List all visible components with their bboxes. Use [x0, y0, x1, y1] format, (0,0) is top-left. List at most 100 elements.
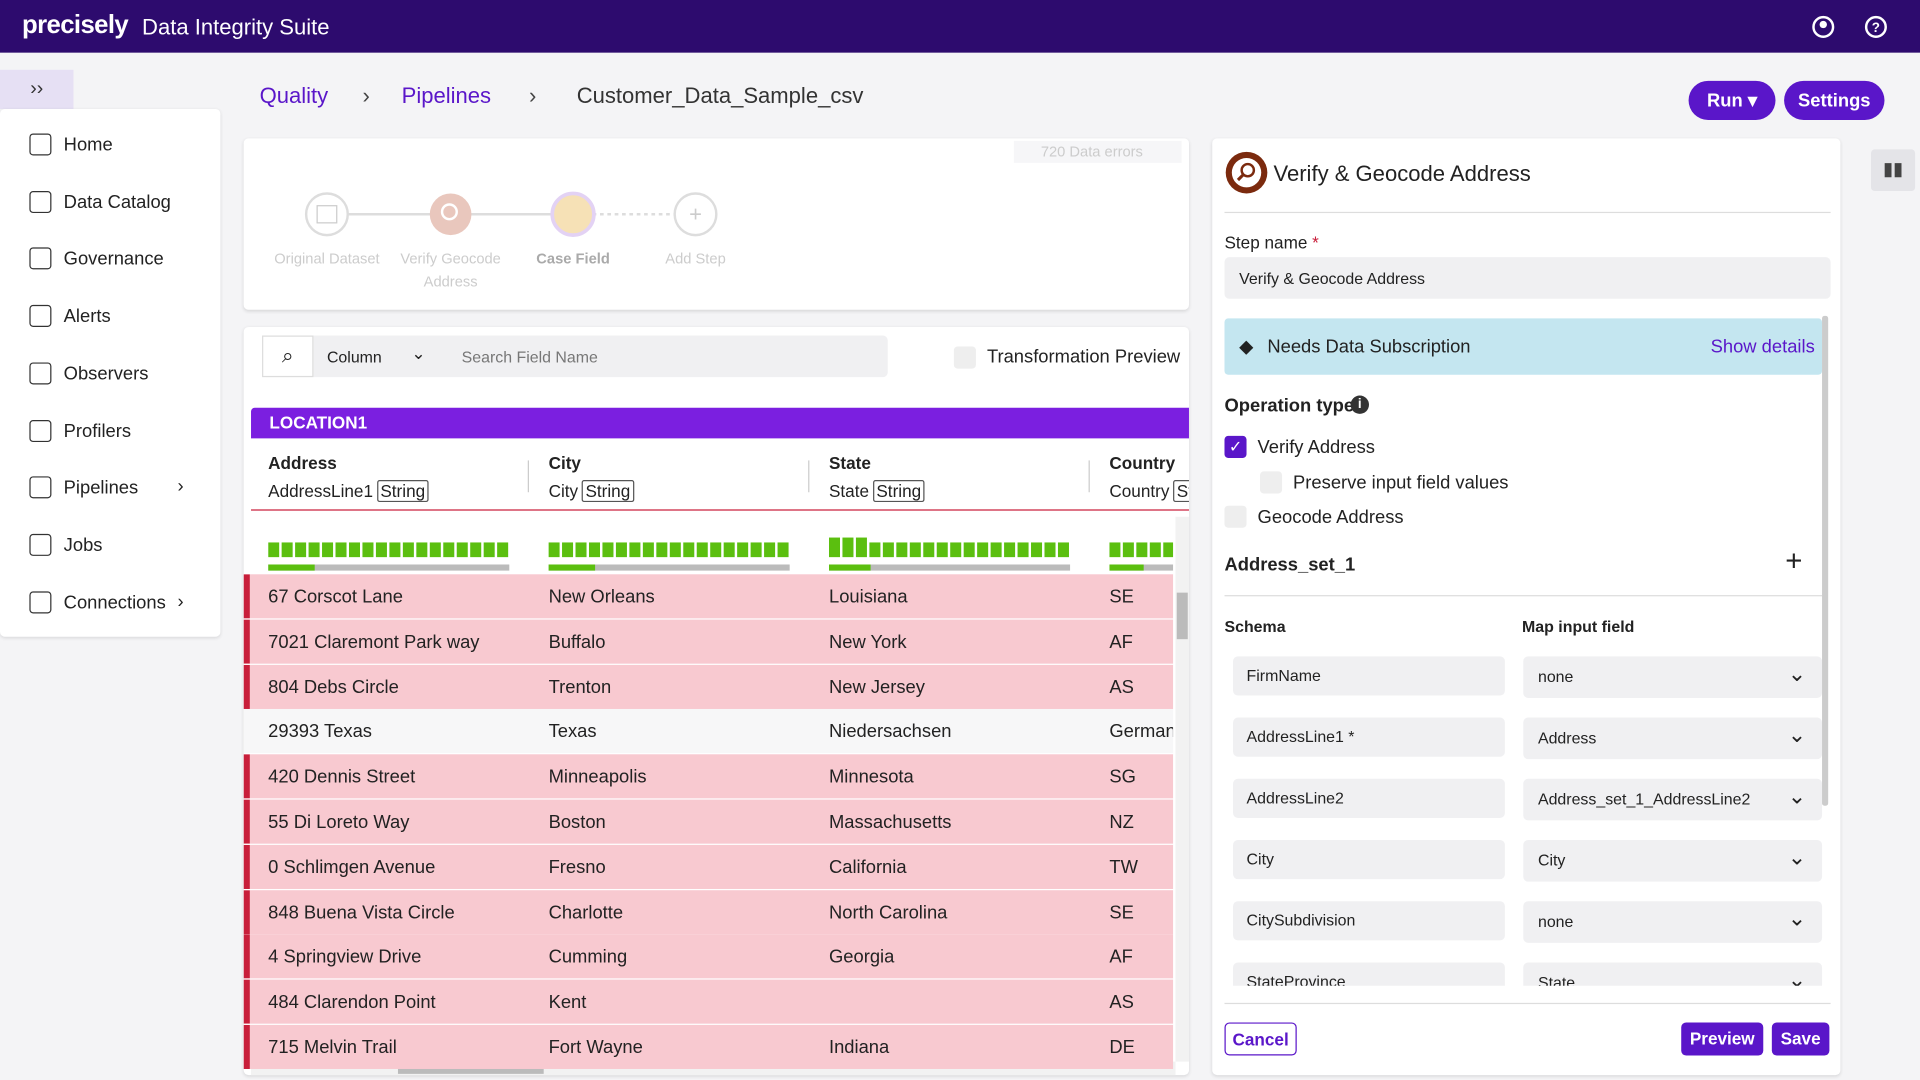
nav-item[interactable]: Data Catalog [29, 191, 171, 214]
step-label[interactable]: Case Field [536, 249, 610, 267]
checkbox[interactable] [1224, 505, 1247, 528]
map-select[interactable]: none [1523, 656, 1823, 698]
nav-item[interactable]: Jobs [29, 533, 102, 556]
checkbox[interactable]: ✓ [1224, 435, 1247, 458]
svg-text:?: ? [1872, 20, 1880, 35]
divider [1224, 1002, 1831, 1005]
quality-segment [295, 542, 307, 558]
table-row[interactable]: 29393 Texas Texas Niedersachsen German [243, 709, 1174, 754]
breadcrumb-item[interactable]: Pipelines [401, 83, 492, 108]
save-button[interactable]: Save [1771, 1022, 1830, 1056]
table-row[interactable]: 715 Melvin Trail Fort Wayne Indiana DE [243, 1024, 1174, 1069]
column-header[interactable]: CountryCountryString [1109, 453, 1189, 507]
quality-segment [1109, 542, 1121, 558]
map-select[interactable]: City [1523, 840, 1823, 882]
table-row[interactable]: 67 Corscot Lane New Orleans Louisiana SE [243, 574, 1174, 619]
step-label[interactable]: Add Step [665, 249, 726, 267]
map-select[interactable]: State [1523, 962, 1823, 986]
checkbox[interactable] [1260, 471, 1283, 494]
run-button[interactable]: Run ▾ [1688, 80, 1776, 121]
step-label[interactable]: Original Dataset [274, 249, 380, 267]
map-select[interactable]: Address [1523, 717, 1823, 760]
step-icon [1225, 151, 1268, 194]
map-select[interactable]: Address_set_1_AddressLine2 [1523, 778, 1823, 821]
table-row[interactable]: 7021 Claremont Park way Buffalo New York AF [243, 619, 1174, 664]
search-placeholder: Search Field Name [461, 347, 598, 367]
column-header[interactable]: Address AddressLine1 String [268, 453, 513, 507]
sidebar-toggle[interactable]: ›› [0, 69, 74, 109]
quality-segment [308, 542, 320, 558]
step-label[interactable]: Verify Geocode Address [400, 249, 501, 291]
map-select[interactable]: none [1523, 901, 1823, 943]
nav-item[interactable]: Home [29, 133, 113, 156]
quality-fill [548, 564, 596, 571]
quality-segment [575, 542, 587, 558]
panel-scrollbar[interactable] [1822, 315, 1829, 806]
quality-segment [1122, 542, 1134, 558]
nav-icon [29, 362, 52, 385]
nav-item[interactable]: Observers [29, 362, 149, 385]
header-icons[interactable]: ? [1811, 15, 1889, 39]
nav-item[interactable]: Connections [29, 591, 166, 614]
quality-segment [842, 537, 854, 558]
field-name: Country [1109, 481, 1170, 501]
table-row[interactable]: 484 Clarendon Point Kent AS [243, 979, 1174, 1024]
preview-button[interactable]: Preview [1681, 1022, 1764, 1056]
show-details-link[interactable]: Show details [1710, 336, 1815, 358]
table-row[interactable]: 0 Schlimgen Avenue Fresno California TW [243, 844, 1174, 889]
preview-checkbox[interactable] [953, 346, 976, 369]
cell: Indiana [828, 1037, 890, 1058]
chart-toggle[interactable]: ▮▮ [1871, 149, 1916, 192]
subscription-banner: ◆ Needs Data Subscription Show details [1224, 318, 1823, 375]
table-row[interactable]: 804 Debs Circle Trenton New Jersey AS [243, 664, 1174, 709]
preview-label: Transformation Preview [986, 346, 1181, 368]
error-marker [243, 979, 250, 1024]
table-row[interactable]: 420 Dennis Street Minneapolis Minnesota SG [243, 754, 1174, 799]
column-header[interactable]: City City String [549, 453, 794, 507]
nav-icon [29, 247, 52, 270]
search-box[interactable]: ⌕ Column ⌄ Search Field Name [262, 335, 888, 378]
cell: Georgia [828, 947, 895, 968]
breadcrumb-item[interactable]: Quality [259, 83, 329, 108]
quality-track [548, 564, 790, 571]
quality-segment [950, 542, 962, 558]
cell: SE [1109, 901, 1134, 923]
quality-segment [348, 542, 361, 558]
cell: 804 Debs Circle [268, 676, 399, 698]
column-divider [1088, 460, 1090, 493]
table-row[interactable]: 848 Buena Vista Circle Charlotte North Car… [243, 889, 1174, 934]
nav-label: Observers [63, 363, 149, 384]
step-name-input[interactable]: Verify & Geocode Address [1224, 257, 1831, 299]
cancel-button[interactable]: Cancel [1224, 1022, 1297, 1056]
scope-select[interactable]: Column [326, 347, 382, 367]
cell: Fresno [548, 856, 606, 878]
chevron: ⌄ [1787, 967, 1807, 986]
column-header[interactable]: State State String [829, 453, 1074, 507]
quality-segment [281, 542, 293, 558]
nav-item[interactable]: Alerts [29, 304, 111, 327]
nav-item[interactable]: Governance [29, 247, 164, 270]
error-marker [243, 1024, 250, 1069]
type-badge: String [1173, 480, 1189, 503]
quality-segment [402, 542, 414, 558]
column-field: State String [829, 480, 925, 503]
nav-icon [29, 420, 52, 443]
nav-item[interactable]: Profilers [29, 420, 131, 443]
table-row[interactable]: 4 Springview Drive Cumming Georgia AF [243, 934, 1174, 979]
chevron: ⌄ [1787, 844, 1807, 870]
schema-field: City [1233, 840, 1505, 880]
table-row[interactable]: 55 Di Loreto Way Boston Massachusetts NZ [243, 799, 1174, 844]
cell: AS [1109, 992, 1134, 1013]
column-divider [808, 460, 810, 493]
nav-item[interactable]: Pipelines [29, 476, 138, 499]
settings-button[interactable]: Settings [1784, 80, 1885, 121]
option-label: Preserve input field values [1293, 472, 1509, 494]
info-icon[interactable]: i [1350, 395, 1369, 414]
cell: 484 Clarendon Point [268, 992, 436, 1013]
separator: › [362, 83, 370, 108]
v-scrollbar[interactable] [1175, 516, 1189, 1062]
nav-label: Connections [63, 592, 166, 613]
quality-segment [362, 542, 374, 558]
add-button[interactable]: + [1785, 544, 1803, 578]
